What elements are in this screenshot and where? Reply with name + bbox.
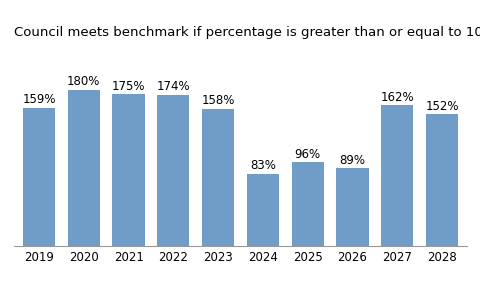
Text: 175%: 175% <box>112 80 145 92</box>
Bar <box>380 105 412 246</box>
Bar <box>157 95 189 246</box>
Bar <box>246 174 278 246</box>
Text: 158%: 158% <box>201 95 234 107</box>
Bar <box>68 90 100 246</box>
Bar <box>112 94 144 246</box>
Text: 96%: 96% <box>294 148 320 161</box>
Text: 89%: 89% <box>339 154 365 167</box>
Text: 83%: 83% <box>250 160 275 172</box>
Bar <box>202 109 234 246</box>
Text: 174%: 174% <box>156 81 190 93</box>
Text: 159%: 159% <box>22 94 56 106</box>
Text: 152%: 152% <box>424 100 458 112</box>
Bar <box>425 114 457 246</box>
Bar <box>23 108 55 246</box>
Text: 162%: 162% <box>380 91 413 104</box>
Bar <box>291 162 323 246</box>
Text: Council meets benchmark if percentage is greater than or equal to 100%: Council meets benchmark if percentage is… <box>14 26 480 39</box>
Text: 180%: 180% <box>67 75 100 88</box>
Bar <box>336 168 368 246</box>
